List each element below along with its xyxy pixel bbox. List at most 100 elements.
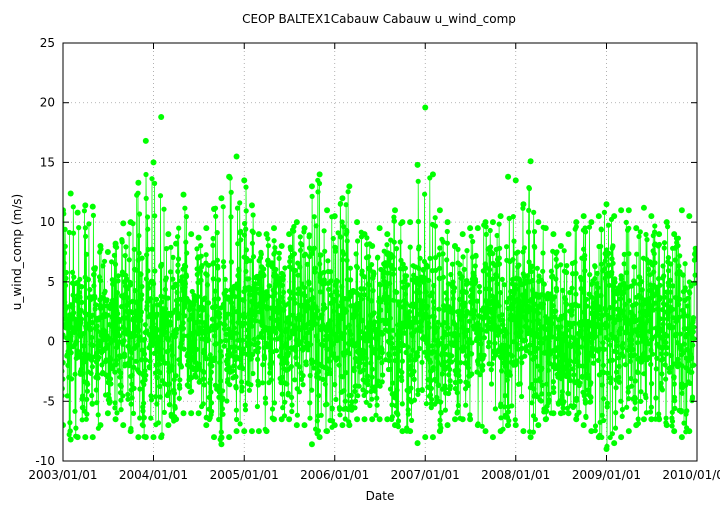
data-point (563, 301, 570, 307)
data-point (56, 397, 61, 402)
data-point (105, 312, 111, 318)
data-point (316, 368, 322, 374)
data-point-max (104, 249, 111, 255)
data-point (239, 388, 245, 394)
data-point (619, 413, 625, 419)
data-point (246, 276, 252, 282)
data-point (520, 249, 526, 255)
data-point-min (150, 434, 157, 441)
data-point (152, 180, 158, 186)
data-point (383, 300, 389, 307)
data-point (63, 250, 68, 256)
data-point (167, 322, 173, 328)
data-point (330, 308, 336, 314)
data-point (99, 331, 105, 337)
data-point (97, 278, 103, 284)
data-point (626, 396, 632, 402)
data-point (605, 370, 611, 376)
data-point (411, 368, 417, 374)
data-point-max (640, 204, 647, 211)
data-point (474, 298, 480, 304)
data-point (163, 275, 169, 281)
data-point (302, 285, 308, 291)
data-point (569, 312, 575, 318)
data-point (670, 306, 676, 312)
data-point-max (527, 158, 534, 165)
data-point (261, 266, 267, 272)
data-point (63, 294, 67, 300)
data-point-min (241, 428, 248, 435)
data-point (67, 428, 73, 434)
data-point (269, 359, 275, 365)
data-point (272, 290, 278, 296)
data-point (42, 358, 47, 363)
data-point (660, 307, 666, 313)
data-point (604, 404, 610, 410)
data-point (167, 402, 173, 408)
data-point (68, 333, 74, 339)
data-point (265, 243, 271, 249)
data-point (192, 337, 198, 343)
data-point (656, 241, 663, 248)
data-point (334, 278, 340, 284)
data-point (502, 393, 508, 399)
data-point (178, 341, 184, 347)
data-point (287, 258, 293, 265)
data-point (337, 200, 344, 207)
data-point (126, 363, 132, 369)
data-point-min (573, 416, 580, 423)
data-point (399, 369, 405, 375)
data-point-min (346, 422, 353, 429)
data-point (494, 232, 500, 239)
data-point (522, 353, 528, 359)
data-point (240, 365, 246, 372)
data-point (114, 343, 121, 349)
data-point (665, 268, 672, 274)
data-point (236, 345, 242, 351)
data-point (626, 298, 632, 304)
data-point (544, 335, 550, 341)
data-point (393, 393, 399, 400)
data-point (467, 412, 473, 418)
data-point (583, 363, 589, 369)
data-point (623, 219, 629, 225)
data-point (63, 393, 65, 399)
data-point (676, 263, 682, 269)
data-point (240, 350, 246, 356)
data-point (391, 218, 397, 224)
data-point (560, 287, 566, 293)
data-point (63, 376, 66, 382)
data-point (531, 229, 538, 235)
data-point-min (293, 422, 300, 429)
data-point (152, 268, 158, 274)
data-point (266, 283, 272, 289)
data-point (580, 335, 586, 341)
data-point (273, 266, 279, 273)
data-point (631, 264, 637, 270)
data-point (195, 294, 201, 300)
data-point (300, 373, 306, 379)
data-point (260, 362, 266, 368)
data-point (411, 397, 418, 403)
data-point (668, 261, 674, 267)
data-point (510, 257, 516, 263)
data-point (311, 214, 317, 220)
data-point (630, 346, 636, 353)
data-point (210, 260, 217, 266)
data-point (90, 212, 96, 218)
data-point (301, 335, 307, 341)
data-point (659, 387, 666, 393)
data-point (590, 353, 596, 359)
data-point-max (407, 219, 414, 226)
data-point (386, 352, 392, 359)
data-point-min (686, 428, 693, 435)
data-point (513, 286, 519, 292)
data-point (648, 404, 655, 410)
data-point (155, 420, 162, 426)
data-point (576, 350, 582, 356)
data-point (429, 396, 435, 403)
data-point (567, 377, 574, 384)
data-point (89, 401, 95, 407)
data-point (366, 282, 372, 288)
data-point (115, 311, 121, 317)
